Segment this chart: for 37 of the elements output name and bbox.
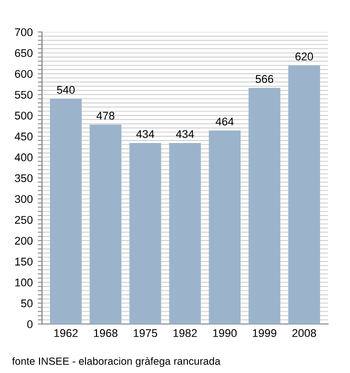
y-tick-label: 550 xyxy=(14,90,33,99)
bar xyxy=(288,65,320,324)
data-label: 464 xyxy=(216,118,234,126)
y-tick-label: 150 xyxy=(15,258,33,266)
bar xyxy=(169,142,201,324)
y-tick-label: 250 xyxy=(14,216,33,224)
bar xyxy=(90,124,122,324)
y-tick-label: 350 xyxy=(14,174,33,182)
y-tick-label: 50 xyxy=(21,299,33,308)
y-tick-label: 700 xyxy=(15,28,33,36)
y-tick-label: 500 xyxy=(14,112,33,120)
data-label: 434 xyxy=(136,130,154,138)
data-label: 620 xyxy=(295,52,313,60)
source-note: fonte INSEE - elaboracion gràfega rancurada xyxy=(12,357,220,367)
x-tick-label: 1982 xyxy=(173,329,197,338)
data-label: 478 xyxy=(96,112,114,120)
bar xyxy=(129,142,162,324)
data-label: 566 xyxy=(256,75,274,83)
x-tick-label: 2008 xyxy=(292,329,316,338)
bar xyxy=(208,130,241,324)
data-label: 540 xyxy=(57,86,75,94)
y-tick-label: 0 xyxy=(27,320,33,328)
x-tick-label: 1975 xyxy=(134,329,158,338)
x-tick-label: 1968 xyxy=(94,329,118,338)
bar xyxy=(50,98,82,324)
y-tick-label: 600 xyxy=(15,70,33,78)
y-tick-label: 400 xyxy=(14,153,33,162)
x-tick-label: 1999 xyxy=(252,329,276,338)
y-tick-label: 300 xyxy=(14,195,33,203)
data-label: 434 xyxy=(176,130,194,138)
bar xyxy=(248,88,280,324)
y-tick-label: 100 xyxy=(15,278,33,286)
y-tick-label: 450 xyxy=(14,132,33,140)
y-tick-label: 200 xyxy=(14,236,33,245)
y-tick-label: 650 xyxy=(15,49,33,57)
x-tick-label: 1962 xyxy=(54,329,78,338)
x-tick-label: 1990 xyxy=(213,329,237,338)
